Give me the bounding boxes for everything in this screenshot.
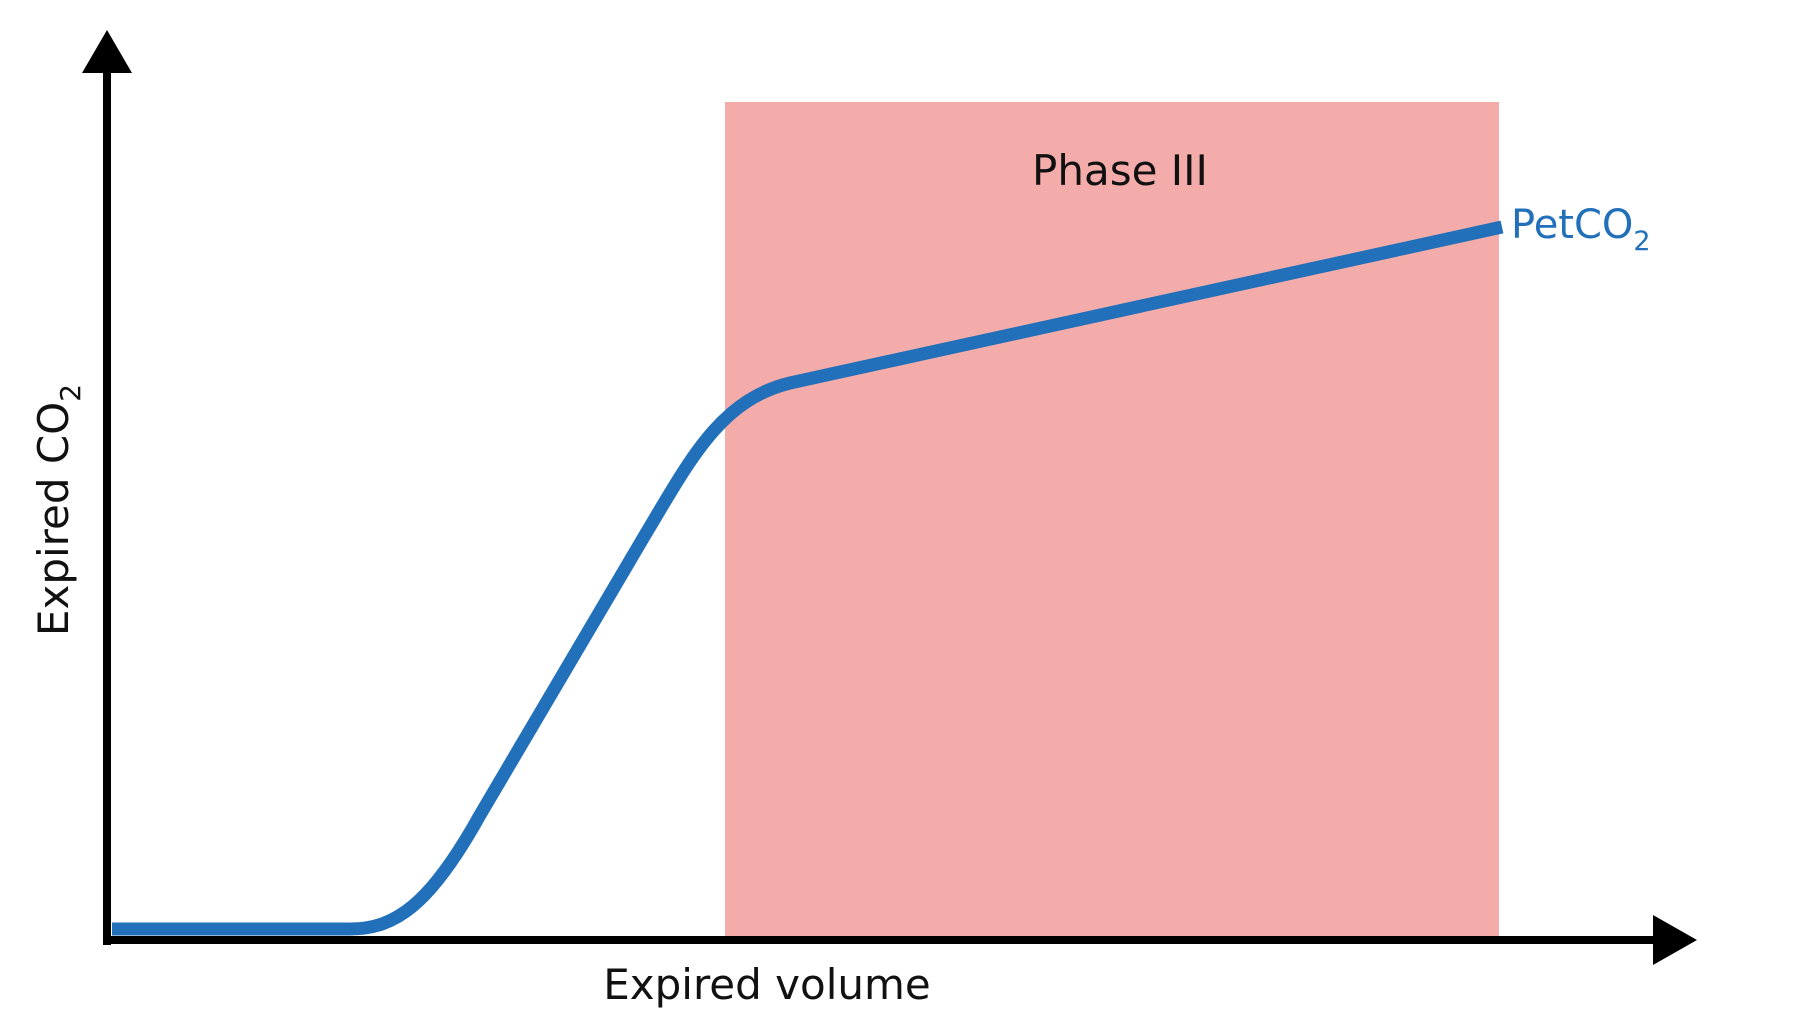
y-axis-arrowhead: [82, 30, 132, 73]
phase-iii-label: Phase III: [1032, 146, 1208, 195]
phase-iii-region: [725, 102, 1499, 936]
y-axis-label: Expired CO2: [29, 384, 87, 636]
co2-curve: [112, 220, 1504, 936]
x-axis-arrowhead: [1653, 915, 1697, 965]
y-axis-label-subscript: 2: [54, 384, 87, 402]
petco2-label-subscript: 2: [1633, 226, 1650, 257]
x-axis-label: Expired volume: [603, 960, 931, 1009]
petco2-label: PetCO2: [1511, 202, 1651, 257]
